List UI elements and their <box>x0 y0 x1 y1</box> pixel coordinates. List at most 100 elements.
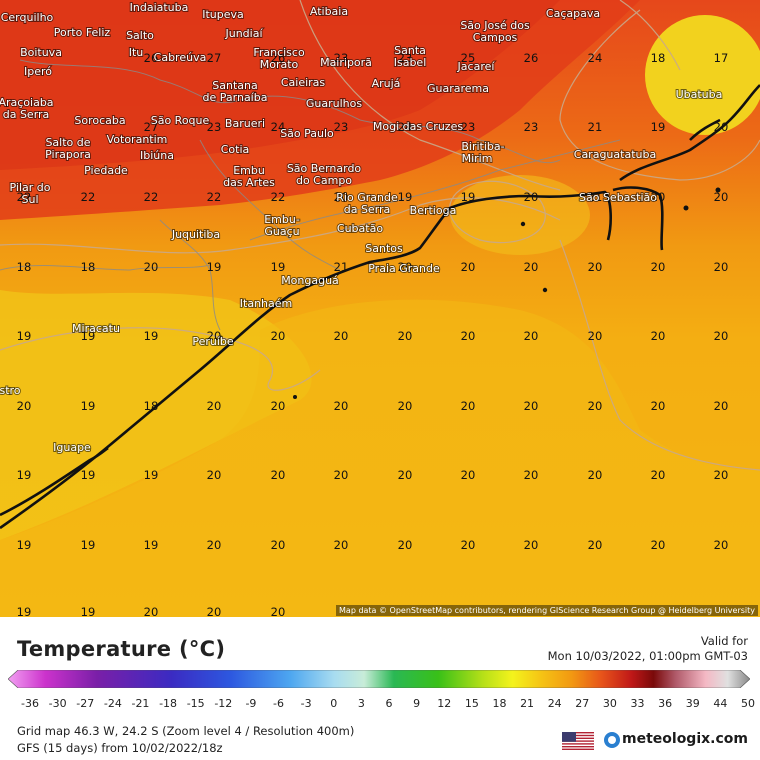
grid-value: 19 <box>17 605 32 617</box>
map-canvas: 26 27 26 23 23 25 26 24 18 17 27 23 24 23 24 23 23 21 19 20… <box>0 0 760 617</box>
city-label: Pirapora <box>45 148 91 161</box>
city-label: Guaçu <box>264 225 299 238</box>
city-label: Miracatu <box>72 322 120 335</box>
scale-tick-label: 0 <box>330 697 338 710</box>
model-info: GFS (15 days) from 10/02/2022/18z <box>17 741 223 755</box>
scale-tick-label: 15 <box>464 697 479 710</box>
grid-value: 20 <box>461 538 476 552</box>
scale-tick-label: -27 <box>76 697 95 710</box>
scale-tick-label: 6 <box>385 697 393 710</box>
grid-value: 19 <box>144 329 159 343</box>
scale-tick-label: 18 <box>492 697 507 710</box>
scale-tick-label: 21 <box>520 697 535 710</box>
grid-value: 26 <box>271 51 286 65</box>
city-label: Isabel <box>394 56 427 69</box>
city-label: Boituva <box>20 46 62 59</box>
city-label: Sorocaba <box>74 114 125 127</box>
grid-value: 20 <box>461 329 476 343</box>
grid-value: 21 <box>588 120 603 134</box>
city-label: Arujá <box>372 77 401 90</box>
grid-value: 19 <box>81 329 96 343</box>
grid-value: 20 <box>398 468 413 482</box>
grid-value: 20 <box>271 605 286 617</box>
scale-tick-label: 36 <box>658 697 673 710</box>
city-label: Embu <box>233 164 265 177</box>
valid-label: Valid for <box>700 634 748 648</box>
city-label: Indaiatuba <box>130 1 189 14</box>
grid-value: 19 <box>17 538 32 552</box>
grid-value: 19 <box>81 399 96 413</box>
grid-value: 20 <box>271 329 286 343</box>
city-label: Votorantim <box>107 133 168 146</box>
city-label: Sul <box>21 193 38 206</box>
scale-tick-label: -18 <box>159 697 178 710</box>
grid-value: 27 <box>144 120 159 134</box>
grid-value: 19 <box>17 329 32 343</box>
us-flag-icon[interactable] <box>562 732 594 750</box>
city-label: Peruíbe <box>192 335 234 348</box>
grid-value: 20 <box>398 538 413 552</box>
grid-value: 20 <box>651 538 666 552</box>
grid-value: 19 <box>651 120 666 134</box>
grid-value: 20 <box>651 190 666 204</box>
grid-value: 20 <box>524 399 539 413</box>
city-label: Cerquilho <box>1 11 54 24</box>
grid-value: 20 <box>651 468 666 482</box>
grid-value: 22 <box>207 190 222 204</box>
grid-value: 21 <box>334 260 349 274</box>
grid-value: 20 <box>207 329 222 343</box>
city-label: São José dos <box>460 19 530 32</box>
grid-value: 20 <box>207 399 222 413</box>
grid-value: 20 <box>714 120 729 134</box>
city-label: Cubatão <box>337 222 383 235</box>
city-label: São Roque <box>151 114 210 127</box>
temperature-map[interactable]: 26 27 26 23 23 25 26 24 18 17 27 23 24 23 24 23 23 21 19 20… <box>0 0 760 617</box>
grid-value: 20 <box>461 468 476 482</box>
grid-value: 22 <box>17 190 32 204</box>
scale-tick-label: -15 <box>186 697 205 710</box>
grid-value: 19 <box>144 538 159 552</box>
grid-value: 20 <box>651 260 666 274</box>
city-label: Santa <box>394 44 426 57</box>
grid-value: 19 <box>398 190 413 204</box>
grid-value: 23 <box>524 120 539 134</box>
grid-value: 20 <box>524 190 539 204</box>
city-label: Iguape <box>53 441 91 454</box>
grid-value: 20 <box>144 260 159 274</box>
grid-value: 18 <box>81 260 96 274</box>
city-label: da Serra <box>3 108 50 121</box>
grid-value: 27 <box>207 51 222 65</box>
grid-value: 20 <box>334 538 349 552</box>
city-label: Biritiba- <box>461 140 504 153</box>
grid-value: 20 <box>714 399 729 413</box>
scale-tick-label: -6 <box>273 697 285 710</box>
grid-value: 23 <box>461 120 476 134</box>
city-label: da Serra <box>344 203 391 216</box>
grid-value: 20 <box>271 468 286 482</box>
grid-value: 20 <box>588 468 603 482</box>
city-label: Itanhaém <box>240 297 292 310</box>
grid-value: 20 <box>651 399 666 413</box>
city-label: Piedade <box>84 164 128 177</box>
city-label: Santos <box>365 242 403 255</box>
city-label: Caçapava <box>546 7 600 20</box>
city-label: Jundiaí <box>224 27 263 40</box>
brand-name[interactable]: meteologix.com <box>622 731 748 747</box>
grid-value: 20 <box>271 538 286 552</box>
city-label: Juquitiba <box>171 228 220 241</box>
city-label: Caieiras <box>281 76 326 89</box>
grid-value: 20 <box>207 605 222 617</box>
grid-value: 23 <box>334 51 349 65</box>
grid-value: 23 <box>398 51 413 65</box>
grid-value: 20 <box>334 190 349 204</box>
city-label: Guararema <box>427 82 489 95</box>
city-label: Jacareí <box>457 60 496 73</box>
scale-tick-label: -36 <box>21 697 39 710</box>
grid-value: 20 <box>524 538 539 552</box>
city-label: Atibaia <box>310 5 348 18</box>
city-label: Araçoiaba <box>0 96 54 109</box>
city-label: Caraguatatuba <box>574 148 656 161</box>
city-label: São Sebastião <box>579 191 657 204</box>
grid-value: 23 <box>334 120 349 134</box>
city-label: Francisco <box>253 46 305 59</box>
